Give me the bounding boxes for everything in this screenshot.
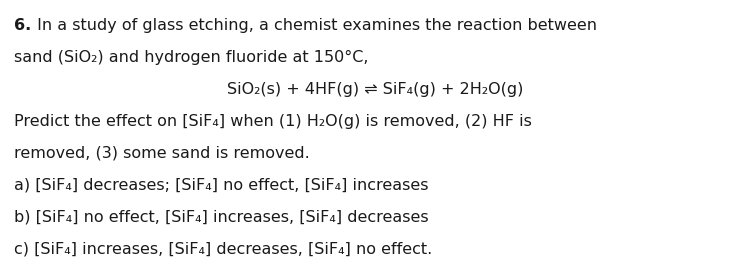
Text: SiO₂(s) + 4HF(g) ⇌ SiF₄(g) + 2H₂O(g): SiO₂(s) + 4HF(g) ⇌ SiF₄(g) + 2H₂O(g)	[226, 82, 524, 97]
Text: b) [SiF₄] no effect, [SiF₄] increases, [SiF₄] decreases: b) [SiF₄] no effect, [SiF₄] increases, […	[14, 210, 429, 225]
Text: c) [SiF₄] increases, [SiF₄] decreases, [SiF₄] no effect.: c) [SiF₄] increases, [SiF₄] decreases, […	[14, 242, 432, 257]
Text: a) [SiF₄] decreases; [SiF₄] no effect, [SiF₄] increases: a) [SiF₄] decreases; [SiF₄] no effect, […	[14, 178, 428, 193]
Text: 6.: 6.	[14, 18, 32, 33]
Text: In a study of glass etching, a chemist examines the reaction between: In a study of glass etching, a chemist e…	[32, 18, 597, 33]
Text: removed, (3) some sand is removed.: removed, (3) some sand is removed.	[14, 146, 310, 161]
Text: Predict the effect on [SiF₄] when (1) H₂O(g) is removed, (2) HF is: Predict the effect on [SiF₄] when (1) H₂…	[14, 114, 532, 129]
Text: sand (SiO₂) and hydrogen fluoride at 150°C,: sand (SiO₂) and hydrogen fluoride at 150…	[14, 50, 368, 65]
